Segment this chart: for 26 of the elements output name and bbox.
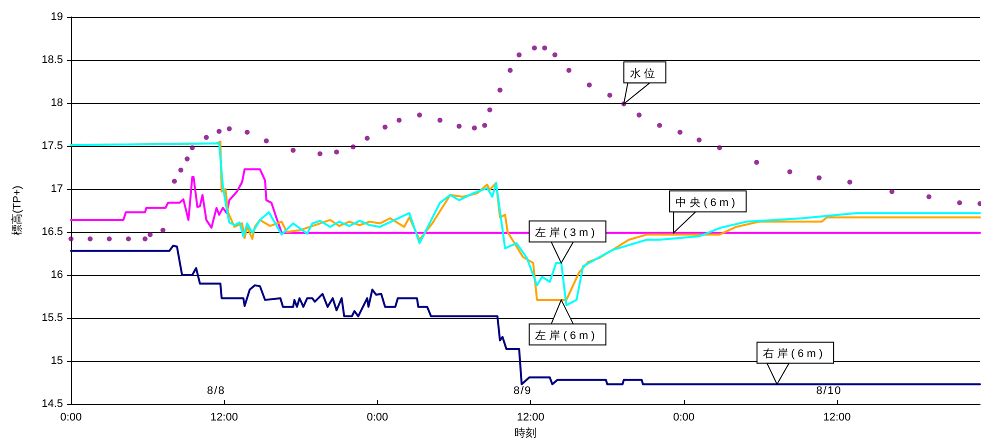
x-tick-label: 0:00 — [366, 412, 388, 424]
y-tick-label: 18.5 — [42, 54, 63, 66]
annotation: 左岸(6m) — [535, 328, 598, 342]
y-axis-title: 標高(TP+) — [10, 186, 24, 236]
y-tick-label: 16.5 — [42, 226, 63, 238]
annotation: 8/8 — [207, 385, 226, 397]
x-tick-label: 0:00 — [673, 412, 695, 424]
y-tick-label: 19 — [50, 11, 63, 23]
annotation: 8/9 — [513, 385, 532, 397]
y-tick-label: 18 — [50, 97, 63, 109]
annotation: 8/10 — [816, 385, 842, 397]
x-tick-label: 12:00 — [516, 412, 544, 424]
y-tick-label: 15 — [50, 355, 63, 367]
x-tick-label: 12:00 — [823, 412, 851, 424]
annotation: 水位 — [630, 66, 658, 80]
y-tick-label: 14.5 — [42, 398, 63, 410]
x-tick-label: 12:00 — [210, 412, 238, 424]
annotation: 中央(6m) — [676, 196, 738, 209]
x-axis-title: 時刻 — [514, 426, 536, 440]
x-tick-label: 0:00 — [60, 412, 82, 424]
y-tick-label: 17.5 — [42, 140, 63, 152]
y-tick-label: 17 — [50, 183, 63, 195]
annotation: 左岸(3m) — [535, 226, 598, 239]
annotation: 右岸(6m) — [763, 347, 826, 360]
y-tick-label: 15.5 — [42, 312, 63, 324]
y-tick-label: 16 — [50, 269, 63, 281]
